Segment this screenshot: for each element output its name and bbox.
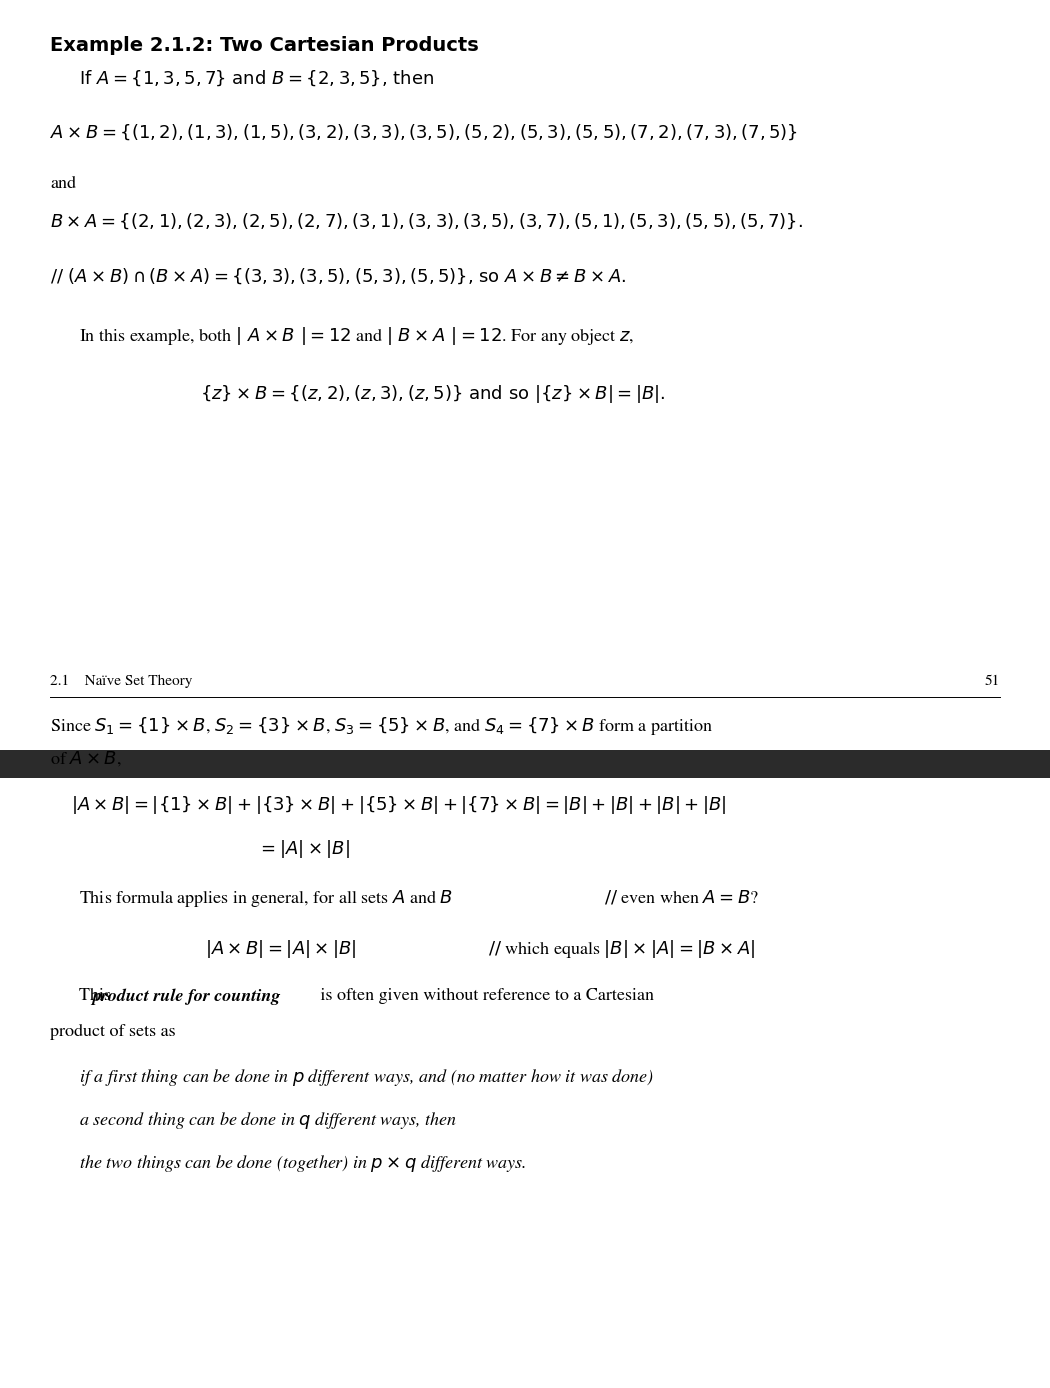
Text: $|A \times B| = |A| \times |B|$: $|A \times B| = |A| \times |B|$ (205, 938, 356, 960)
Text: $\{z\} \times B = \{(z,2),(z,3),(z,5)\}$ and so $|\{z\} \times B| = |B|.$: $\{z\} \times B = \{(z,2),(z,3),(z,5)\}$… (200, 383, 665, 405)
Text: $//\ (A \times B) \cap (B \times A) = \{(3,3),(3,5),(5,3),(5,5)\}$, so $A \times: $//\ (A \times B) \cap (B \times A) = \{… (50, 266, 627, 286)
Text: If $A = \{1,3,5,7\}$ and $B = \{2,3,5\}$, then: If $A = \{1,3,5,7\}$ and $B = \{2,3,5\}$… (79, 68, 434, 87)
Text: Since $S_1 = \{1\} \times B$, $S_2 = \{3\} \times B$, $S_3 = \{5\} \times B$, an: Since $S_1 = \{1\} \times B$, $S_2 = \{3… (50, 715, 714, 737)
Text: This: This (79, 988, 116, 1005)
Text: This formula applies in general, for all sets $A$ and $B$: This formula applies in general, for all… (79, 888, 453, 909)
Text: is often given without reference to a Cartesian: is often given without reference to a Ca… (316, 988, 654, 1005)
Text: Example 2.1.2: Two Cartesian Products: Example 2.1.2: Two Cartesian Products (50, 36, 479, 56)
Text: $A \times B = \{(1,2),(1,3),(1,5),(3,2),(3,3),(3,5),(5,2),(5,3),(5,5),(7,2),(7,3: $A \times B = \{(1,2),(1,3),(1,5),(3,2),… (50, 122, 798, 142)
Text: product of sets as: product of sets as (50, 1024, 176, 1041)
Text: 51: 51 (984, 675, 1000, 688)
Text: a second thing can be done in $q$ different ways, then: a second thing can be done in $q$ differ… (79, 1110, 457, 1131)
Text: $|A \times B| = |\{1\} \times B| + |\{3\} \times B| + |\{5\} \times B| + |\{7\} : $|A \times B| = |\{1\} \times B| + |\{3\… (71, 794, 727, 816)
Bar (0, 751, 1050, 777)
Text: of $A \times B$,: of $A \times B$, (50, 750, 122, 769)
Text: $//$ even when $A = B$?: $//$ even when $A = B$? (604, 888, 758, 906)
Text: if a first thing can be done in $p$ different ways, and (no matter how it was do: if a first thing can be done in $p$ diff… (79, 1067, 653, 1088)
Text: $B \times A = \{(2,1),(2,3),(2,5),(2,7),(3,1),(3,3),(3,5),(3,7),(5,1),(5,3),(5,5: $B \times A = \{(2,1),(2,3),(2,5),(2,7),… (50, 211, 803, 230)
Text: product rule for counting: product rule for counting (92, 988, 281, 1005)
Text: and: and (50, 176, 77, 193)
Text: $= |A| \times |B|$: $= |A| \times |B|$ (257, 838, 350, 861)
Text: the two things can be done (together) in $p \times q$ different ways.: the two things can be done (together) in… (79, 1153, 526, 1174)
Text: 2.1    Naïve Set Theory: 2.1 Naïve Set Theory (50, 675, 193, 688)
Text: In this example, both $|\ A \times B\ | = 12$ and $|\ B \times A\ | = 12$. For a: In this example, both $|\ A \times B\ | … (79, 325, 634, 347)
Text: $//$ which equals $|B| \times |A| = |B \times A|$: $//$ which equals $|B| \times |A| = |B \… (488, 938, 756, 960)
